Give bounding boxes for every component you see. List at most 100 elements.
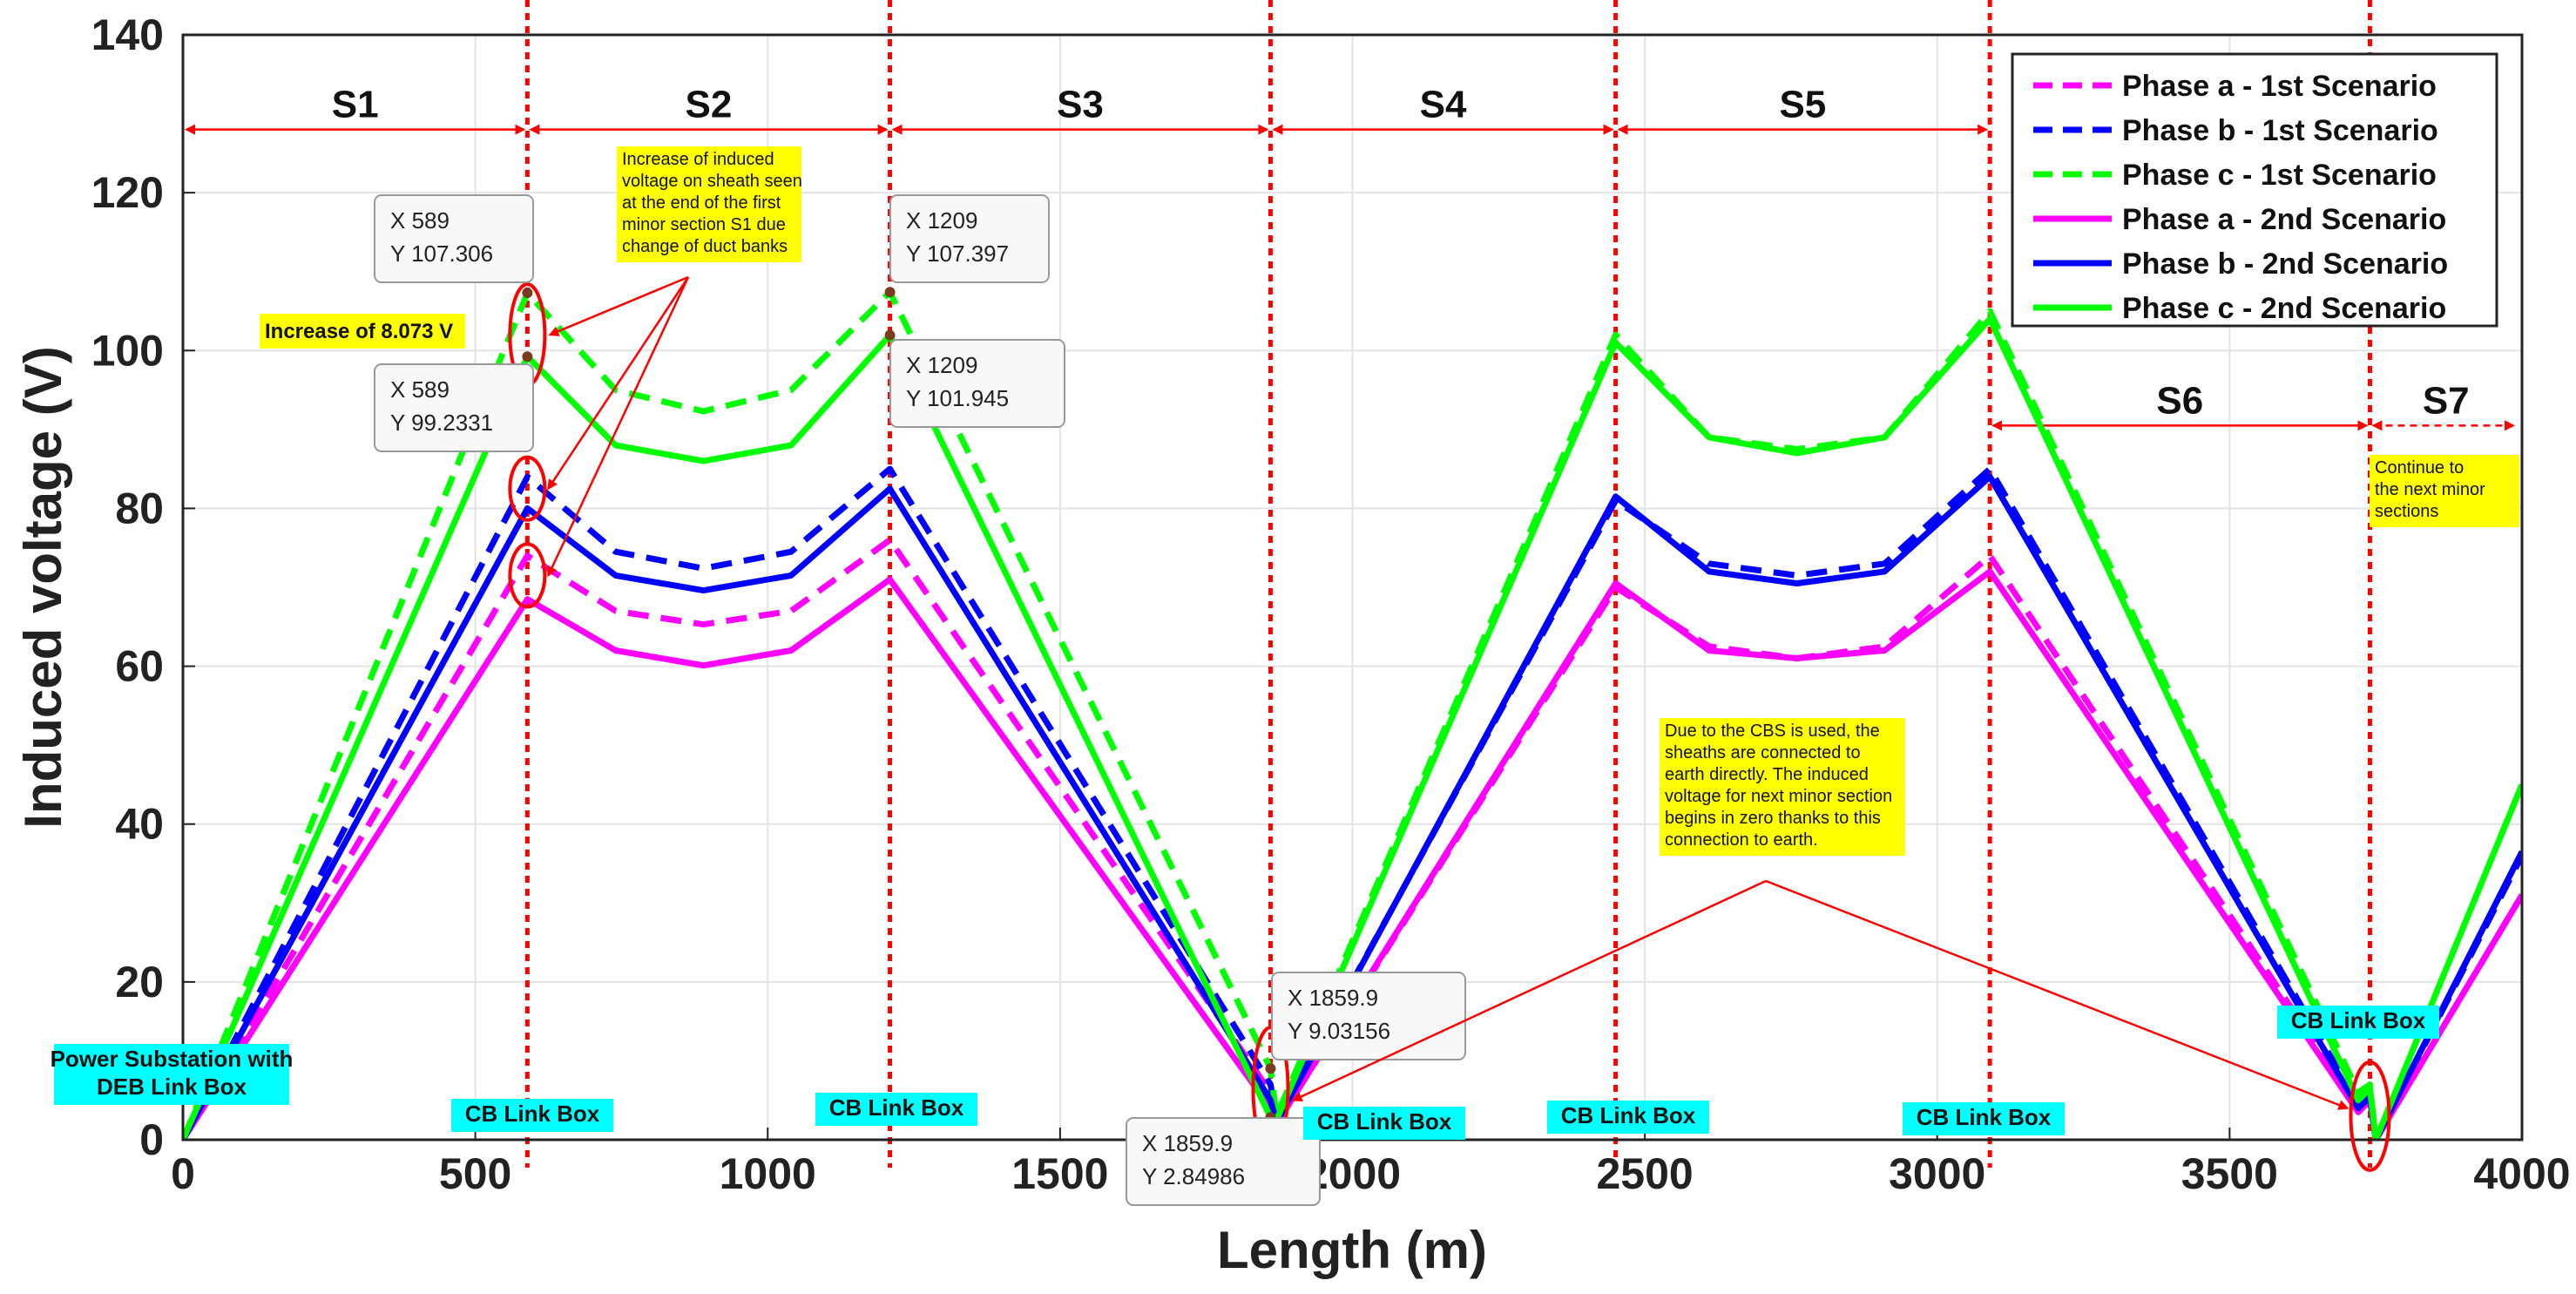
y-tick-label: 140	[91, 10, 164, 59]
datatip-text: Y 107.397	[906, 241, 1009, 267]
x-axis-title: Length (m)	[1217, 1221, 1487, 1279]
link-box-text: CB Link Box	[1917, 1104, 2052, 1130]
x-tick-label: 0	[171, 1149, 195, 1198]
cbs-note-text: connection to earth.	[1665, 830, 1818, 850]
legend-box	[2011, 52, 2498, 328]
y-tick-label: 60	[115, 642, 164, 691]
y-tick-label: 120	[91, 168, 164, 217]
section-label: S6	[2156, 379, 2203, 422]
x-tick-label: 3500	[2181, 1149, 2278, 1198]
cbs-note-text: earth directly. The induced	[1665, 765, 1869, 784]
legend-label: Phase a - 1st Scenario	[2122, 70, 2437, 103]
legend-label: Phase b - 2nd Scenario	[2122, 247, 2448, 281]
cbs-note-text: begins in zero thanks to this	[1665, 809, 1881, 828]
link-box-text: CB Link Box	[1317, 1108, 1452, 1135]
annotation-arrow	[547, 276, 690, 491]
increase-label	[260, 314, 465, 349]
increase-note-text: minor section S1 due	[622, 215, 786, 234]
annotation-arrow	[1291, 879, 1767, 1101]
section-boundaries: S1 S2 S3 S4 S5 S6 S7	[185, 0, 2515, 1168]
annotations: X 589 Y 107.306 X 589 Y 99.2331 X 1209 Y 107.…	[51, 146, 2519, 1206]
datatip-box	[1126, 1117, 1321, 1206]
datatip-box	[889, 194, 1050, 283]
link-box-text: CB Link Box	[829, 1094, 964, 1121]
cbs-note-text: Due to the CBS is used, the	[1665, 722, 1880, 741]
continue-note-text: sections	[2375, 502, 2438, 521]
cbs-note	[1660, 718, 1905, 856]
cbs-note-text: voltage for next minor section	[1665, 787, 1892, 806]
link-box-label	[815, 1093, 977, 1126]
link-box-text: CB Link Box	[465, 1101, 600, 1127]
datatip-text: Y 101.945	[906, 385, 1009, 411]
y-tick-label: 40	[115, 800, 164, 849]
x-tick-label: 1000	[720, 1149, 816, 1198]
section-label: S2	[686, 84, 733, 126]
datatip-marker	[522, 288, 533, 299]
link-box-text: CB Link Box	[1561, 1102, 1696, 1128]
datatip-box	[374, 363, 534, 452]
annotation-arrow	[1765, 879, 2350, 1110]
increase-note-text: voltage on sheath seen	[622, 172, 802, 191]
legend-label: Phase b - 1st Scenario	[2122, 114, 2438, 147]
increase-note	[617, 146, 801, 262]
y-tick-label: 100	[91, 326, 164, 375]
x-tick-label: 1500	[1011, 1149, 1108, 1198]
datatip-text: X 1859.9	[1288, 985, 1378, 1011]
increase-note-text: change of duct banks	[622, 237, 788, 256]
link-box-text: Power Substation with	[51, 1046, 294, 1072]
datatip-marker	[884, 329, 896, 341]
datatip-marker	[1265, 1063, 1276, 1074]
link-box-label	[1303, 1107, 1465, 1140]
series-lines	[183, 288, 2522, 1140]
cbs-note-text: sheaths are connected to	[1665, 743, 1861, 762]
section-label: S7	[2423, 379, 2470, 422]
datatip-text: X 1209	[906, 352, 977, 378]
continue-note	[2370, 455, 2519, 527]
increase-note-text: Increase of induced	[622, 150, 774, 169]
y-tick-label: 80	[115, 484, 164, 532]
x-tick-label: 2500	[1597, 1149, 1694, 1198]
x-tick-label: 4000	[2473, 1149, 2570, 1198]
link-box-label	[2277, 1006, 2439, 1039]
increase-label-text: Increase of 8.073 V	[265, 320, 453, 343]
datatip-box	[374, 194, 534, 283]
datatip-text: X 1859.9	[1142, 1130, 1233, 1156]
legend-label: Phase a - 2nd Scenario	[2122, 203, 2446, 236]
increase-note-text: at the end of the first	[622, 193, 781, 213]
y-tick-label: 0	[139, 1115, 164, 1164]
y-axis-title: Induced voltage (V)	[14, 346, 72, 828]
section-label: S5	[1779, 84, 1826, 126]
link-box-text: DEB Link Box	[97, 1074, 247, 1100]
section-label: S1	[332, 84, 379, 126]
x-tick-label: 500	[439, 1149, 511, 1198]
continue-note-text: the next minor	[2375, 480, 2485, 499]
datatip-box	[1271, 972, 1466, 1060]
section-label: S3	[1057, 84, 1104, 126]
datatip-text: Y 107.306	[390, 241, 493, 267]
datatip-text: Y 9.03156	[1288, 1018, 1390, 1044]
y-tick-label: 20	[115, 958, 164, 1006]
datatip-text: X 589	[390, 207, 450, 234]
datatip-marker	[522, 351, 533, 362]
series-line	[183, 473, 2522, 1140]
datatip-box	[889, 339, 1065, 428]
legend: Phase a - 1st Scenario Phase b - 1st Scen…	[2011, 52, 2498, 328]
series-line	[183, 315, 2522, 1140]
link-box-label	[1547, 1101, 1709, 1134]
link-box-label	[1903, 1102, 2065, 1135]
series-line	[183, 288, 2522, 1140]
section-label: S4	[1420, 84, 1467, 126]
datatip-text: X 1209	[906, 207, 977, 234]
datatip-text: Y 2.84986	[1142, 1163, 1245, 1189]
legend-label: Phase c - 1st Scenario	[2122, 159, 2437, 192]
axis-ticks: 0 500 1000 1500 2000 2500 3000 3500 400002040608…	[91, 10, 2571, 1198]
legend-label: Phase c - 2nd Scenario	[2122, 292, 2446, 325]
datatip-marker	[884, 287, 896, 298]
highlight-ellipse	[508, 455, 547, 522]
link-box-text: CB Link Box	[2291, 1007, 2426, 1033]
link-box-label	[54, 1044, 289, 1105]
annotation-arrow	[548, 275, 689, 336]
annotation-arrow	[547, 276, 690, 578]
link-box-label	[451, 1099, 613, 1132]
